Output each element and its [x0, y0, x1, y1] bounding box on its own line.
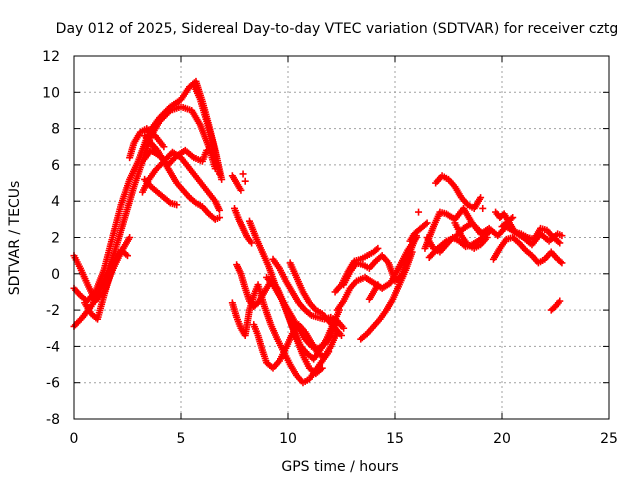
data-point [372, 246, 380, 254]
data-point [477, 194, 485, 202]
y-tick-label: -6 [46, 376, 60, 392]
x-tick-label: 0 [70, 431, 79, 447]
data-point [203, 146, 211, 154]
data-point [216, 206, 224, 214]
data-point [558, 232, 566, 240]
y-tick-label: 8 [51, 122, 60, 138]
y-tick-label: 12 [42, 49, 60, 65]
y-tick-label: 0 [51, 267, 60, 283]
y-tick-label: 10 [42, 85, 60, 101]
x-tick-labels: 0 5 10 15 20 25 [70, 431, 618, 447]
data-point [509, 214, 517, 222]
data-point [241, 177, 249, 185]
data-point [485, 228, 493, 236]
x-tick-label: 20 [493, 431, 511, 447]
data-point [239, 170, 247, 178]
data-point [216, 170, 224, 178]
axis-ticks [73, 55, 610, 420]
y-tick-label: 2 [51, 231, 60, 247]
data-point [507, 215, 515, 223]
y-tick-labels: -8 -6 -4 -2 0 2 4 6 8 10 12 [42, 49, 60, 428]
data-point [338, 332, 345, 340]
data-point [556, 297, 564, 305]
data-point [218, 175, 226, 183]
data-point [124, 252, 131, 260]
x-tick-label: 25 [600, 431, 618, 447]
data-point [173, 201, 181, 209]
data-point [237, 186, 245, 194]
data-point [483, 234, 491, 241]
chart-title: Day 012 of 2025, Sidereal Day-to-day VTE… [56, 21, 619, 37]
y-tick-label: -8 [46, 412, 60, 428]
data-points [70, 77, 566, 387]
data-point [422, 220, 430, 228]
data-point [477, 228, 485, 236]
y-tick-label: -2 [46, 303, 60, 319]
y-tick-label: 4 [51, 194, 60, 210]
data-point [374, 281, 382, 289]
data-point [479, 204, 487, 212]
data-point [475, 227, 483, 235]
x-tick-label: 15 [386, 431, 404, 447]
data-point [160, 143, 168, 151]
data-point [340, 324, 348, 332]
x-tick-label: 5 [177, 431, 186, 447]
y-axis-title: SDTVAR / TECUs [7, 181, 23, 296]
x-tick-label: 10 [279, 431, 297, 447]
y-tick-label: 6 [51, 158, 60, 174]
data-point [374, 244, 382, 252]
data-point [556, 239, 564, 247]
data-point [248, 239, 256, 247]
x-axis-title: GPS time / hours [281, 459, 398, 475]
data-point [415, 208, 423, 216]
y-tick-label: -4 [46, 339, 60, 355]
data-point [126, 234, 134, 241]
data-point [423, 219, 431, 227]
data-point [408, 248, 416, 256]
data-point [216, 214, 224, 222]
data-point [556, 258, 564, 266]
data-point [558, 259, 566, 267]
